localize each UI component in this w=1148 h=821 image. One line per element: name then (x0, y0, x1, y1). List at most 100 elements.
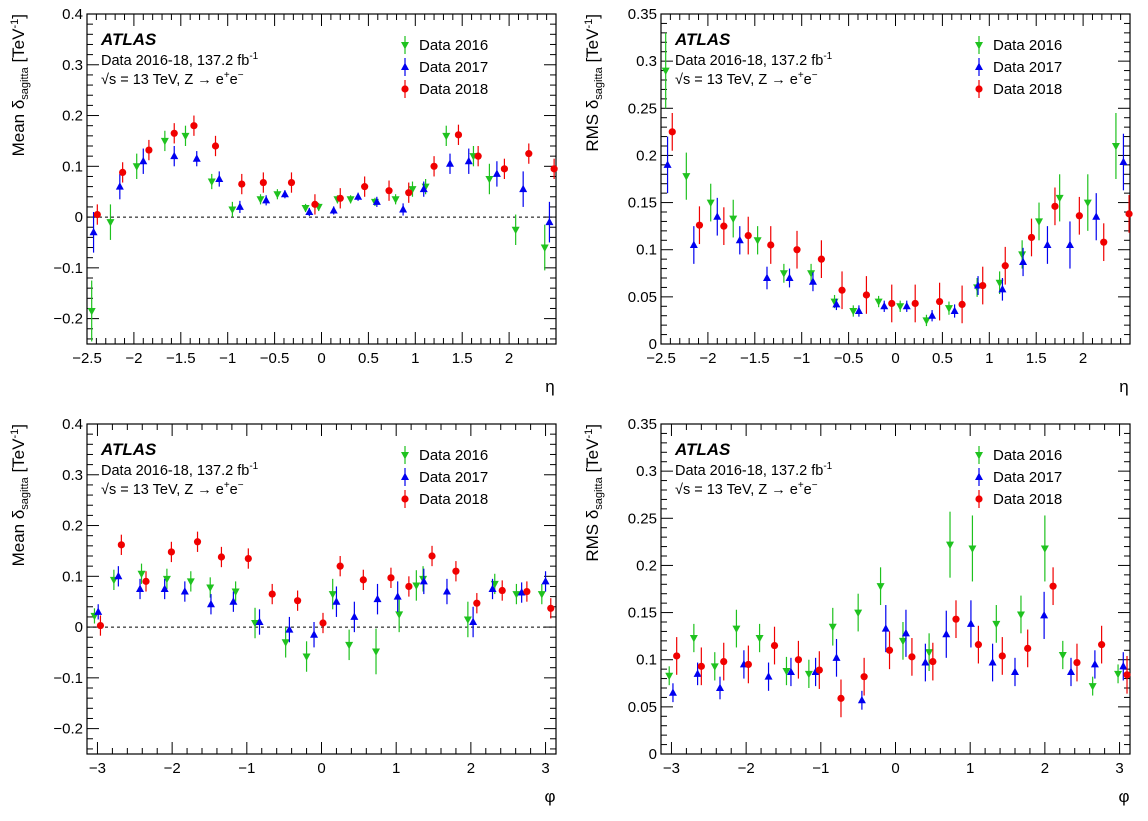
data-point (464, 156, 473, 165)
y-tick-label: 0.1 (62, 158, 83, 175)
x-tick-label: 1 (392, 760, 400, 777)
x-tick-label: −1 (238, 760, 255, 777)
data-point (673, 652, 681, 660)
legend-label: Data 2016 (419, 37, 488, 54)
data-point (302, 653, 311, 661)
data-point (1040, 545, 1049, 553)
data-point (663, 160, 672, 168)
y-tick-label: 0.4 (62, 416, 83, 433)
data-point (832, 300, 841, 308)
legend-item: Data 2018 (975, 490, 1062, 508)
data-point (785, 273, 794, 281)
series-data-2016 (90, 563, 546, 675)
legend: Data 2016 Data 2017 Data 2018 (975, 36, 1062, 98)
data-point (815, 666, 823, 674)
legend-marker (975, 85, 983, 93)
data-point (854, 609, 863, 617)
data-point (1001, 262, 1009, 270)
data-point (874, 298, 883, 306)
data-point (668, 688, 677, 696)
x-tick-label: 2 (505, 350, 513, 367)
y-tick-label: 0 (75, 619, 83, 636)
luminosity-annotation: Data 2016-18, 137.2 fb-1 (101, 51, 259, 69)
legend-marker (401, 472, 409, 480)
data-point (412, 582, 421, 590)
data-point (345, 641, 354, 650)
energy-annotation: √s = 13 TeV, Z → e+e− (675, 480, 818, 498)
data-point (902, 301, 911, 310)
data-point (310, 630, 319, 638)
legend-item: Data 2016 (975, 446, 1062, 464)
data-point (925, 649, 934, 657)
legend-label: Data 2018 (419, 491, 488, 508)
data-point (898, 637, 907, 646)
data-point (469, 617, 478, 625)
series-data-2016 (87, 125, 549, 342)
x-tick-label: −0.5 (834, 350, 864, 367)
data-point (217, 553, 226, 561)
data-point (1049, 582, 1057, 590)
x-axis-label: φ (1118, 787, 1129, 806)
data-point (473, 599, 481, 607)
data-point (235, 202, 244, 210)
data-point (1125, 210, 1133, 218)
data-point (160, 137, 169, 146)
data-point (311, 200, 319, 208)
data-point (350, 612, 359, 620)
data-point (1016, 611, 1025, 619)
data-point (537, 591, 546, 599)
data-point (268, 590, 276, 598)
data-point (1024, 644, 1032, 652)
data-point (921, 658, 930, 666)
data-point (485, 176, 494, 184)
data-point (928, 311, 937, 319)
legend-marker (401, 452, 409, 460)
data-point (96, 621, 105, 630)
legend-label: Data 2016 (993, 447, 1062, 464)
data-point (876, 583, 885, 591)
legend-item: Data 2016 (401, 36, 488, 54)
y-tick-label: 0.2 (62, 518, 83, 535)
data-point (354, 192, 363, 200)
data-point (181, 132, 190, 141)
x-axis-label: η (545, 377, 554, 396)
data-point (132, 163, 141, 171)
x-tick-label: 3 (541, 760, 549, 777)
data-point (408, 186, 417, 194)
data-point (860, 673, 868, 681)
data-point (446, 159, 455, 167)
legend: Data 2016 Data 2017 Data 2018 (401, 36, 488, 98)
energy-annotation: √s = 13 TeV, Z → e+e− (101, 70, 244, 88)
data-point (259, 178, 267, 187)
data-point (998, 284, 1007, 293)
data-point (838, 286, 846, 294)
x-tick-label: 1 (985, 350, 993, 367)
data-point (419, 184, 428, 193)
legend-label: Data 2018 (419, 81, 488, 98)
data-point (119, 168, 127, 176)
legend-marker (401, 495, 409, 503)
legend-marker (975, 62, 983, 70)
data-point (192, 154, 201, 162)
series-data-2017 (89, 146, 554, 253)
data-point (273, 191, 282, 199)
y-tick-label: 0.3 (62, 57, 83, 74)
y-axis-label: Mean δsagitta [TeV-1] (9, 14, 31, 156)
data-point (958, 300, 966, 308)
data-point (668, 128, 676, 136)
energy-annotation: √s = 13 TeV, Z → e+e− (675, 70, 818, 88)
data-point (385, 187, 393, 195)
data-point (332, 597, 341, 605)
series-data-2018 (96, 531, 555, 636)
atlas-label: ATLAS (674, 30, 731, 49)
data-point (862, 291, 871, 299)
data-point (454, 131, 463, 139)
data-point (693, 669, 702, 677)
data-point (207, 178, 216, 186)
y-tick-label: −0.2 (53, 311, 83, 328)
data-point (808, 277, 817, 285)
legend-item: Data 2018 (975, 80, 1062, 98)
data-point (387, 574, 395, 582)
data-point (160, 584, 169, 592)
data-point (710, 663, 719, 671)
